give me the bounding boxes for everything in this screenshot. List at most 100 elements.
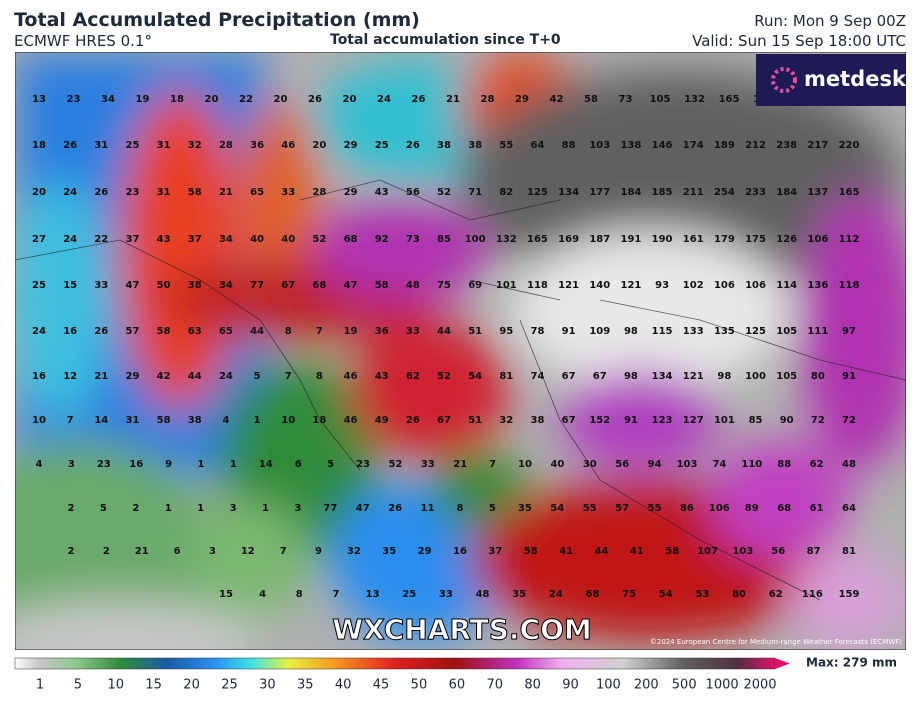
grid-value: 10: [281, 415, 295, 426]
title: Total Accumulated Precipitation (mm): [14, 9, 420, 31]
grid-value: 152: [589, 415, 610, 426]
grid-value: 121: [558, 280, 579, 291]
grid-value: 101: [496, 280, 517, 291]
watermark: WXCHARTS.COM: [332, 613, 592, 646]
model: ECMWF HRES 0.1°: [14, 32, 152, 50]
grid-value: 106: [714, 280, 735, 291]
grid-value: 7: [280, 546, 287, 557]
grid-value: 75: [622, 589, 636, 600]
precip-field: [15, 52, 906, 650]
colorbar-label: 2000: [743, 678, 776, 693]
grid-value: 47: [126, 280, 140, 291]
grid-value: 55: [583, 503, 597, 514]
grid-value: 8: [316, 371, 323, 382]
grid-value: 107: [697, 546, 718, 557]
grid-value: 20: [32, 187, 46, 198]
grid-value: 28: [312, 187, 326, 198]
colorbar-label: 20: [183, 678, 200, 693]
grid-value: 8: [285, 326, 292, 337]
grid-value: 26: [94, 326, 108, 337]
grid-value: 118: [839, 280, 860, 291]
grid-value: 42: [157, 371, 171, 382]
grid-value: 29: [344, 140, 358, 151]
grid-value: 72: [842, 415, 856, 426]
grid-value: 68: [344, 234, 358, 245]
grid-value: 12: [63, 371, 77, 382]
grid-value: 95: [499, 326, 513, 337]
logo: metdesk: [804, 67, 907, 91]
grid-value: 50: [157, 280, 171, 291]
grid-value: 41: [559, 546, 573, 557]
grid-value: 191: [620, 234, 641, 245]
grid-value: 13: [366, 589, 380, 600]
colorbar-label: 500: [672, 678, 697, 693]
grid-value: 4: [36, 459, 43, 470]
grid-value: 91: [624, 415, 638, 426]
grid-value: 40: [281, 234, 295, 245]
run: Run: Mon 9 Sep 00Z: [754, 12, 906, 30]
grid-value: 28: [219, 140, 233, 151]
grid-value: 54: [468, 371, 482, 382]
grid-value: 89: [745, 503, 759, 514]
grid-value: 31: [94, 140, 108, 151]
grid-value: 51: [468, 415, 482, 426]
grid-value: 47: [356, 503, 370, 514]
grid-value: 34: [219, 234, 233, 245]
grid-value: 48: [476, 589, 490, 600]
grid-value: 21: [453, 459, 467, 470]
grid-value: 21: [219, 187, 233, 198]
grid-value: 1: [165, 503, 172, 514]
grid-value: 69: [468, 280, 482, 291]
grid-value: 58: [157, 326, 171, 337]
grid-value: 74: [531, 371, 545, 382]
grid-value: 43: [375, 371, 389, 382]
grid-value: 38: [437, 140, 451, 151]
grid-value: 22: [239, 94, 253, 105]
grid-value: 32: [347, 546, 361, 557]
colorbar-label: 1000: [706, 678, 739, 693]
grid-value: 24: [549, 589, 563, 600]
grid-value: 67: [562, 371, 576, 382]
grid-value: 6: [295, 459, 302, 470]
grid-value: 24: [219, 371, 233, 382]
grid-value: 41: [630, 546, 644, 557]
grid-value: 34: [101, 94, 115, 105]
grid-value: 179: [714, 234, 735, 245]
grid-value: 159: [839, 589, 860, 600]
grid-value: 126: [776, 234, 797, 245]
grid-value: 165: [839, 187, 860, 198]
grid-value: 20: [312, 140, 326, 151]
grid-value: 121: [683, 371, 704, 382]
grid-value: 177: [589, 187, 610, 198]
grid-value: 71: [468, 187, 482, 198]
grid-value: 115: [652, 326, 673, 337]
colorbar-label: 200: [634, 678, 659, 693]
grid-value: 28: [481, 94, 495, 105]
grid-value: 73: [406, 234, 420, 245]
grid-value: 56: [406, 187, 420, 198]
colorbar-label: 40: [335, 678, 352, 693]
grid-value: 36: [250, 140, 264, 151]
grid-value: 5: [327, 459, 334, 470]
grid-value: 16: [63, 326, 77, 337]
colorbar-arrow: [775, 658, 790, 669]
grid-value: 254: [714, 187, 735, 198]
grid-value: 52: [437, 371, 451, 382]
grid-value: 46: [281, 140, 295, 151]
grid-value: 90: [780, 415, 794, 426]
grid-value: 25: [402, 589, 416, 600]
grid-value: 2: [68, 503, 75, 514]
grid-value: 5: [254, 371, 261, 382]
grid-value: 80: [732, 589, 746, 600]
colorbar-label: 50: [411, 678, 428, 693]
grid-value: 49: [375, 415, 389, 426]
grid-value: 54: [550, 503, 564, 514]
grid-value: 220: [839, 140, 860, 151]
grid-value: 29: [344, 187, 358, 198]
grid-value: 138: [620, 140, 641, 151]
grid-value: 55: [499, 140, 513, 151]
grid-value: 121: [620, 280, 641, 291]
grid-value: 56: [615, 459, 629, 470]
grid-value: 72: [811, 415, 825, 426]
